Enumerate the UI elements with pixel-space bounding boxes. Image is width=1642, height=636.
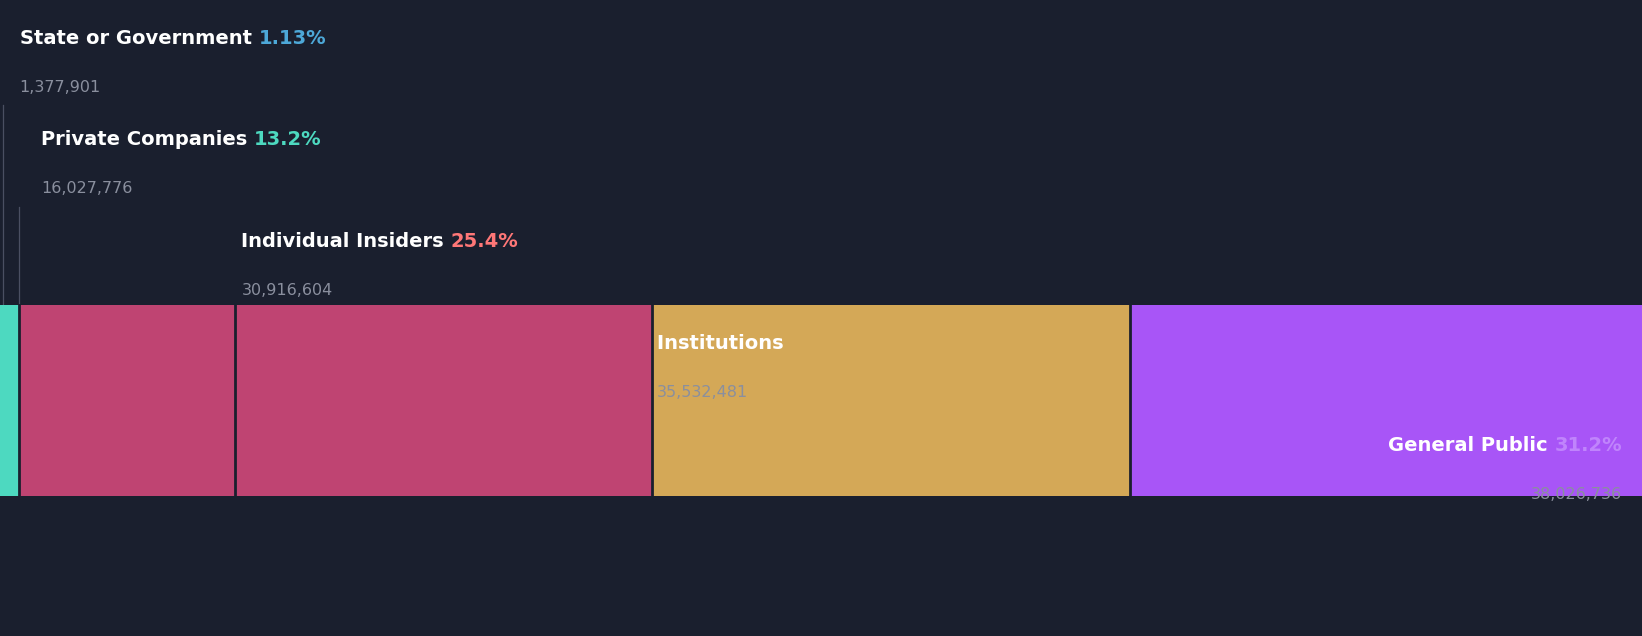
Text: 16,027,776: 16,027,776 — [41, 181, 133, 197]
Text: Individual Insiders: Individual Insiders — [241, 232, 452, 251]
Text: 1.13%: 1.13% — [258, 29, 327, 48]
Text: 38,026,736: 38,026,736 — [1532, 487, 1622, 502]
Bar — [18, 305, 235, 496]
Text: 25.4%: 25.4% — [452, 232, 519, 251]
Text: Private Companies: Private Companies — [41, 130, 255, 149]
Text: 31.2%: 31.2% — [1555, 436, 1622, 455]
Text: 29.2%: 29.2% — [790, 334, 857, 353]
Text: 35,532,481: 35,532,481 — [657, 385, 749, 400]
Bar — [652, 305, 1130, 496]
Text: General Public: General Public — [1387, 436, 1555, 455]
Text: Institutions: Institutions — [657, 334, 790, 353]
Bar — [1130, 305, 1642, 496]
Text: 13.2%: 13.2% — [255, 130, 322, 149]
Bar — [235, 305, 652, 496]
Text: State or Government: State or Government — [20, 29, 258, 48]
Bar — [0, 305, 18, 496]
Text: 1,377,901: 1,377,901 — [20, 80, 100, 95]
Text: 30,916,604: 30,916,604 — [241, 283, 333, 298]
